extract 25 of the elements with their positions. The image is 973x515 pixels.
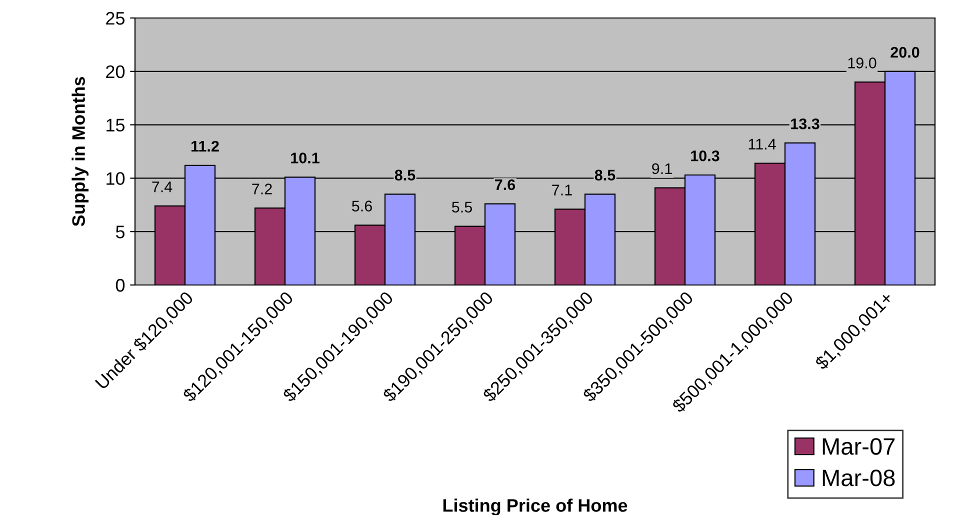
data-label: 5.5 — [452, 202, 472, 213]
data-label: 9.1 — [652, 163, 672, 174]
y-tick-label: 20 — [106, 65, 125, 78]
data-label: 8.5 — [594, 170, 616, 181]
y-tick-label: 10 — [106, 172, 125, 185]
y-tick-label: 0 — [116, 278, 125, 292]
data-label: 7.4 — [152, 182, 172, 192]
data-label: 10.3 — [691, 150, 720, 162]
data-label: 13.3 — [791, 118, 820, 130]
data-label: 5.6 — [352, 200, 372, 212]
data-label: 8.5 — [394, 170, 416, 181]
data-label: 11.4 — [748, 138, 776, 150]
y-tick-label: 5 — [116, 226, 125, 238]
data-label: 7.6 — [495, 179, 516, 190]
data-label: 7.2 — [252, 184, 272, 194]
data-label: 10.1 — [291, 152, 320, 164]
y-tick-label: 15 — [106, 118, 125, 132]
y-tick-label: 25 — [106, 12, 125, 25]
data-label: 11.2 — [192, 140, 219, 152]
data-label: 7.1 — [552, 184, 572, 196]
legend-label: Mar-08 — [822, 470, 895, 486]
data-label: 19.0 — [848, 58, 876, 68]
data-label: 20.0 — [890, 46, 920, 58]
legend-label: Mar-07 — [822, 438, 895, 455]
y-axis-title: Supply in Months — [72, 77, 89, 226]
